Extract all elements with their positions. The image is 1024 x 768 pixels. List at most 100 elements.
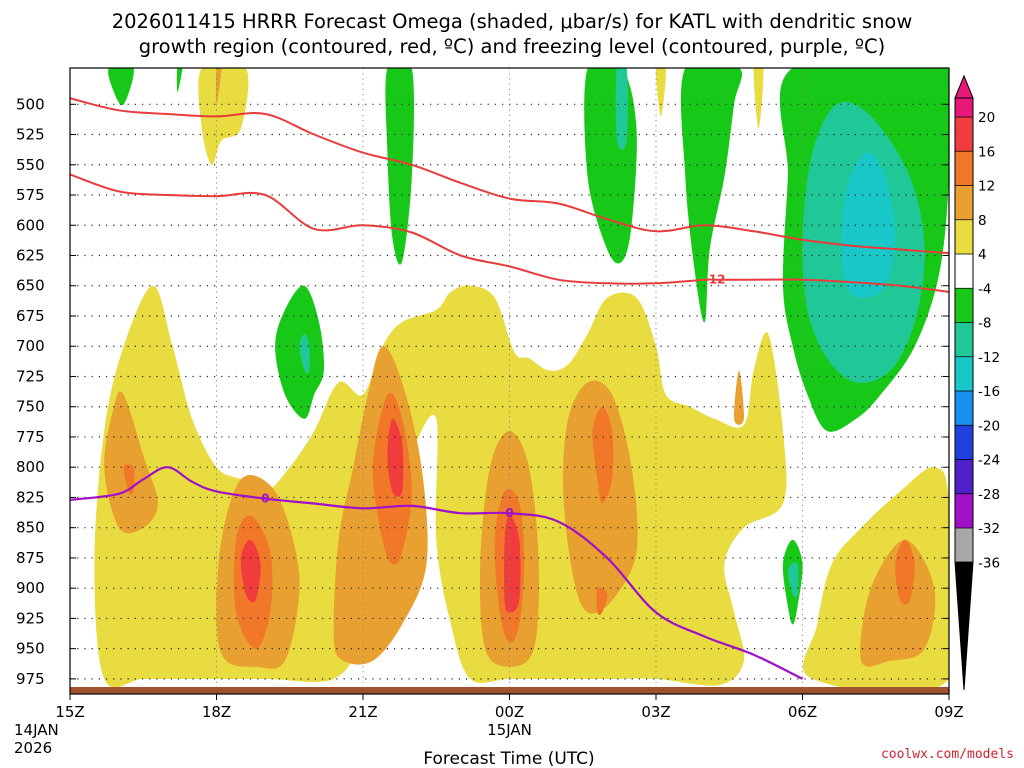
colorbar-label: 12	[978, 179, 995, 195]
y-tick-label: 550	[16, 156, 45, 174]
colorbar-swatch	[955, 459, 973, 494]
omega-region-21	[387, 418, 404, 497]
omega-region-30	[176, 68, 183, 93]
omega-region-19	[596, 587, 608, 616]
colorbar-swatch	[955, 322, 973, 357]
y-tick-label: 625	[16, 247, 45, 265]
plot-area: -12 00	[70, 68, 949, 691]
x-tick-label: 18Z	[202, 703, 231, 721]
y-tick-label: 650	[16, 277, 45, 295]
freezing-level-label: 0	[261, 492, 269, 506]
colorbar-swatch	[955, 219, 973, 254]
y-tick-label: 750	[16, 398, 45, 416]
colorbar-bottom-arrow	[954, 561, 974, 691]
colorbar-label: 8	[978, 213, 987, 229]
omega-region-12	[215, 68, 222, 105]
colorbar-swatch	[955, 425, 973, 460]
omega-region-3	[753, 68, 764, 129]
colorbar-label: 4	[978, 247, 987, 263]
y-tick-label: 925	[16, 609, 45, 627]
omega-region-5	[104, 391, 158, 534]
y-axis: 500 525 550 575 600 625 650 675 700 725 750 775 800 8…	[16, 95, 949, 688]
colorbar-label: -24	[978, 453, 1000, 469]
x-tick-label: 21Z	[348, 703, 377, 721]
omega-region-23	[108, 68, 134, 106]
x-tick-label: 09Z	[934, 703, 963, 721]
colorbar: 20 16 12 8 4 -4 -8 -12 -16 -20 -24 -28 -32 -36	[954, 74, 1000, 691]
x-tick-label: 06Z	[788, 703, 817, 721]
colorbar-label: 16	[978, 144, 995, 160]
omega-region-4	[655, 68, 666, 117]
x-tick-label: 03Z	[641, 703, 670, 721]
colorbar-label: -20	[978, 418, 1000, 434]
colorbar-swatch	[955, 391, 973, 426]
colorbar-label: -4	[978, 281, 991, 297]
x-tick-label: 15Z	[55, 703, 84, 721]
omega-region-22	[504, 515, 521, 613]
omega-region-35	[841, 152, 896, 298]
omega-region-11	[733, 370, 745, 425]
y-tick-label: 950	[16, 640, 45, 658]
colorbar-swatch	[955, 98, 973, 117]
colorbar-label: -8	[978, 316, 991, 332]
freezing-level-layer: 00	[70, 466, 803, 680]
colorbar-swatch	[955, 185, 973, 220]
x-tick-date-label: 14JAN	[14, 721, 59, 739]
colorbar-swatch	[955, 151, 973, 186]
dendritic-contour-label: -12	[704, 273, 726, 287]
omega-region-20	[240, 539, 261, 603]
omega-region-25	[385, 68, 415, 265]
grid-layer	[70, 68, 949, 691]
x-tick-label: 00Z	[495, 703, 524, 721]
y-tick-label: 850	[16, 519, 45, 537]
colorbar-swatch	[955, 356, 973, 391]
y-tick-label: 700	[16, 337, 45, 355]
colorbar-top-arrow	[954, 74, 974, 99]
colorbar-swatch	[955, 117, 973, 152]
freezing-level-contour-0	[70, 466, 803, 680]
x-tick-year-label: 2026	[14, 739, 52, 757]
omega-region-24	[275, 285, 325, 419]
colorbar-swatch	[955, 254, 973, 289]
y-tick-label: 825	[16, 488, 45, 506]
chart-title-line-1: 2026011415 HRRR Forecast Omega (shaded, …	[112, 10, 913, 33]
credit-link[interactable]: coolwx.com/models	[881, 747, 1014, 762]
omega-region-33	[299, 334, 310, 374]
dendritic-contour-layer: -12	[70, 97, 949, 293]
colorbar-label: -32	[978, 521, 1000, 537]
x-tick-date-label: 15JAN	[487, 721, 532, 739]
chart-title-line-2: growth region (contoured, red, ºC) and f…	[139, 35, 886, 58]
colorbar-label: -36	[978, 555, 1000, 571]
y-tick-label: 775	[16, 428, 45, 446]
omega-region-10	[860, 539, 936, 667]
colorbar-swatch	[955, 493, 973, 528]
colorbar-label: -16	[978, 384, 1000, 400]
omega-region-16	[592, 406, 614, 504]
omega-region-34	[787, 562, 799, 598]
colorbar-swatch	[955, 528, 973, 563]
x-axis-title: Forecast Time (UTC)	[423, 749, 594, 768]
y-tick-label: 875	[16, 549, 45, 567]
dendritic-contour-0	[70, 97, 949, 255]
colorbar-label: -28	[978, 487, 1000, 503]
colorbar-label: 20	[978, 110, 995, 126]
y-tick-label: 575	[16, 186, 45, 204]
y-tick-label: 675	[16, 307, 45, 325]
terrain-ground-bar	[70, 687, 949, 694]
freezing-level-label: 0	[505, 506, 513, 520]
y-tick-label: 725	[16, 367, 45, 385]
omega-shading-layer	[94, 68, 949, 691]
y-tick-label: 600	[16, 216, 45, 234]
colorbar-label: -12	[978, 350, 1000, 366]
omega-region-18	[895, 539, 915, 605]
colorbar-swatch	[955, 288, 973, 323]
y-tick-label: 800	[16, 458, 45, 476]
y-tick-label: 500	[16, 95, 45, 113]
y-tick-label: 525	[16, 126, 45, 144]
y-tick-label: 900	[16, 579, 45, 597]
omega-region-32	[615, 68, 628, 150]
y-tick-label: 975	[16, 670, 45, 688]
dendritic-contour-1	[70, 173, 949, 293]
